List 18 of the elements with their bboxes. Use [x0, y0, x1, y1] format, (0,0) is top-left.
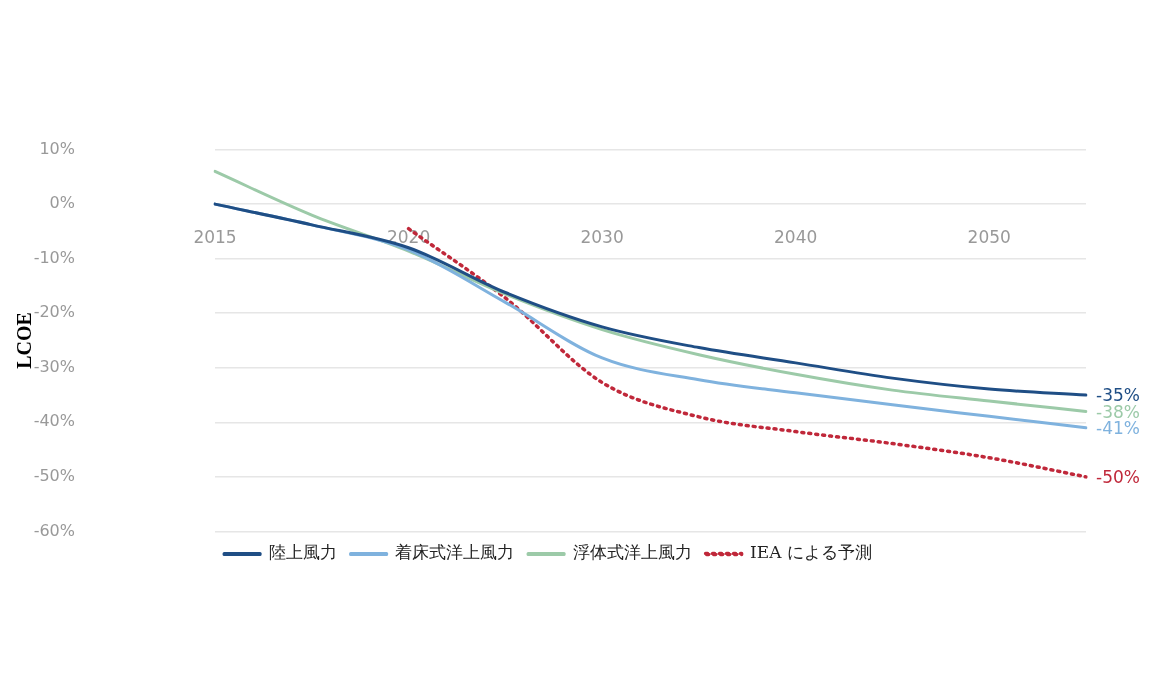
y-tick-label: -60%	[33, 520, 75, 540]
y-tick-label: 0%	[49, 193, 75, 213]
legend-label: 浮体式洋上風力	[572, 542, 692, 563]
x-tick-label: 2050	[967, 226, 1011, 247]
y-tick-label: -50%	[33, 466, 75, 486]
legend-label: 陸上風力	[268, 542, 337, 563]
y-tick-label: 10%	[39, 138, 75, 158]
x-tick-label: 2040	[774, 226, 818, 247]
x-tick-label: 2015	[193, 226, 237, 247]
legend-label: 着床式洋上風力	[395, 542, 515, 563]
y-tick-label: -40%	[33, 411, 75, 431]
data-label: -50%	[1096, 467, 1140, 488]
x-tick-label: 2030	[580, 226, 624, 247]
y-tick-label: -30%	[33, 356, 75, 376]
y-tick-label: -10%	[33, 247, 75, 267]
y-tick-label: -20%	[33, 302, 75, 322]
legend-label: IEA による予測	[750, 542, 872, 563]
y-axis-title: LCOE	[13, 312, 36, 369]
